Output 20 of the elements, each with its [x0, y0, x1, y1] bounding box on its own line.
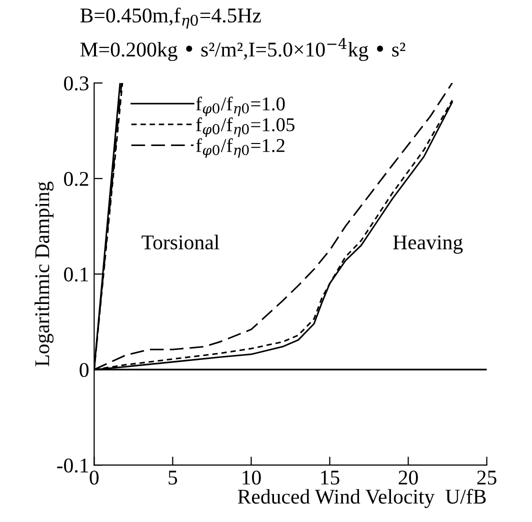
y-axis-title: Logarithmic Damping — [34, 182, 54, 366]
chart-title: B=0.450m,f$_{η0}$=4.5Hz — [80, 8, 261, 29]
legend-label: f$_{φ0}$/f$_{η0}$=1.2 — [196, 138, 284, 158]
x-tick-label: 10 — [242, 470, 261, 485]
legend-label: f$_{φ0}$/f$_{η0}$=1.0 — [196, 96, 285, 116]
annotation: Heaving — [393, 235, 463, 254]
x-tick-label: 20 — [398, 470, 418, 485]
x-tick-label: 15 — [321, 470, 340, 485]
y-tick-label: 0.3 — [64, 76, 88, 91]
y-tick-label: 0.1 — [64, 267, 88, 282]
y-tick-label: 0 — [80, 362, 89, 378]
legend-label: f$_{φ0}$/f$_{η0}$=1.05 — [196, 117, 294, 137]
x-tick-label: 5 — [168, 470, 178, 485]
annotation: Torsional — [142, 234, 220, 250]
y-tick-label: -0.1 — [57, 458, 88, 473]
x-tick-label: 25 — [477, 470, 496, 485]
x-tick-label: 0 — [90, 470, 99, 485]
chart-subtitle: M=0.200kg • s²/m²,I=5.0×10$^{−4}$kg • s² — [80, 38, 406, 61]
y-tick-label: 0.2 — [64, 172, 88, 186]
x-axis-title: Reduced Wind Velocity U/fB — [238, 488, 486, 508]
